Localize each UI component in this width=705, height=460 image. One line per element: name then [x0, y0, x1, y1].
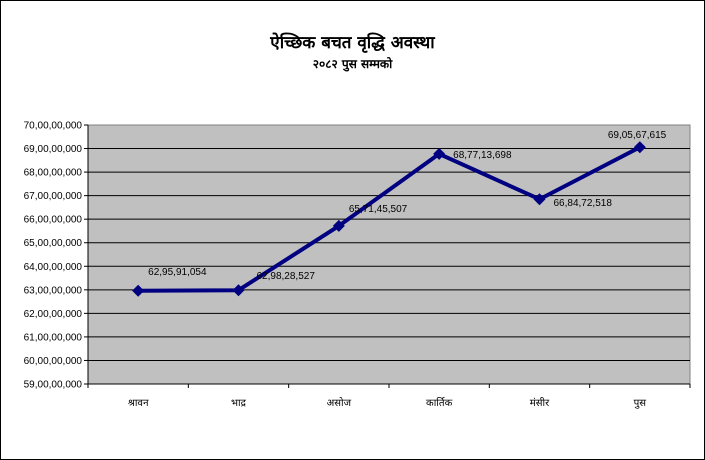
chart-subtitle: २०८२ पुस सम्मको: [312, 57, 393, 71]
y-tick-label: 61,00,00,000: [24, 332, 83, 343]
data-point-marker: [533, 193, 546, 206]
data-point-marker: [433, 147, 446, 160]
data-label: 66,84,72,518: [554, 198, 613, 209]
data-point-marker: [232, 284, 245, 297]
y-tick-label: 70,00,00,000: [24, 121, 83, 132]
x-tick-label: पुस: [634, 398, 647, 409]
data-point-marker: [633, 141, 646, 154]
data-point-marker: [332, 219, 345, 232]
data-point-marker: [132, 284, 145, 297]
data-label: 68,77,13,698: [453, 150, 512, 161]
y-tick-label: 62,00,00,000: [24, 309, 83, 320]
y-tick-label: 60,00,00,000: [24, 356, 83, 367]
x-tick-label: श्रावन: [128, 398, 149, 409]
series-line: [138, 145, 641, 293]
y-tick-label: 67,00,00,000: [24, 191, 83, 202]
y-tick-label: 68,00,00,000: [24, 168, 83, 179]
y-tick-label: 63,00,00,000: [24, 285, 83, 296]
data-label: 69,05,67,615: [608, 130, 667, 141]
data-label: 62,98,28,527: [257, 271, 316, 282]
y-tick-label: 59,00,00,000: [24, 380, 83, 391]
chart-title: ऐच्छिक बचत वृद्धि अवस्था: [270, 33, 435, 53]
y-tick-label: 66,00,00,000: [24, 215, 83, 226]
data-label: 62,95,91,054: [148, 267, 207, 278]
y-tick-label: 64,00,00,000: [24, 262, 83, 273]
x-tick-label: मंसीर: [530, 397, 550, 409]
plot-area: [87, 124, 691, 385]
x-tick-label: भाद्र: [231, 398, 247, 409]
y-tick-label: 69,00,00,000: [24, 144, 83, 155]
data-label: 65,71,45,507: [349, 204, 408, 215]
x-tick-label: कार्तिक: [426, 397, 453, 409]
y-tick-label: 65,00,00,000: [24, 238, 83, 249]
x-tick-label: असोज: [327, 397, 352, 409]
